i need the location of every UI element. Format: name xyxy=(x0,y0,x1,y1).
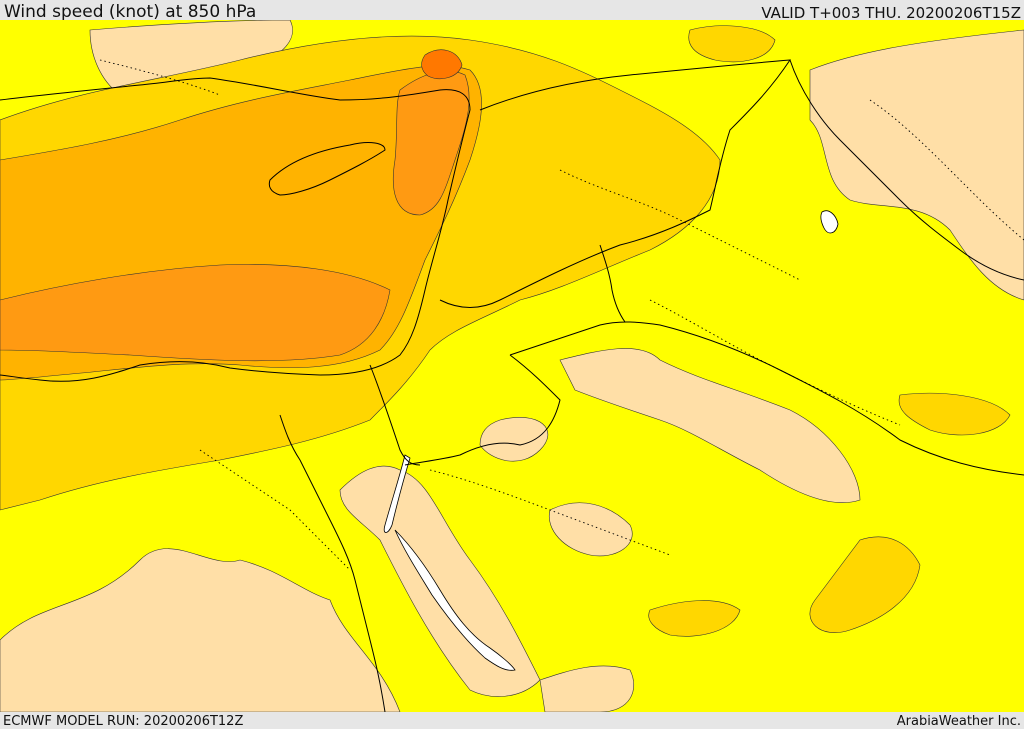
extreme-wind-core xyxy=(421,49,463,79)
border-iraq-iran xyxy=(789,59,1024,281)
moderate-area-south xyxy=(648,600,741,637)
very-strong-area-levant-coast xyxy=(392,70,470,216)
moderate-area-gulf xyxy=(898,392,1011,436)
very-strong-area-sea xyxy=(0,264,391,362)
weak-area-arabia-center xyxy=(548,502,633,557)
border-jordan-saudi xyxy=(509,321,1024,476)
weak-area-south xyxy=(539,665,635,712)
red-sea xyxy=(394,529,516,671)
border-syria-lebanon xyxy=(599,244,626,323)
weak-area-jordan xyxy=(559,348,861,503)
border-sinai xyxy=(369,364,421,466)
border-syria-iraq xyxy=(439,59,791,308)
moderate-area-northeast xyxy=(688,25,776,63)
border-jordan-west xyxy=(404,354,561,466)
valid-time: VALID T+003 THU. 20200206T15Z xyxy=(761,4,1021,22)
egypt-north-coast xyxy=(0,361,321,382)
map-title: Wind speed (knot) at 850 hPa xyxy=(4,2,257,22)
weak-wind-areas xyxy=(0,20,1024,712)
moderate-area-east xyxy=(809,536,921,633)
dotted-boundary-3 xyxy=(429,469,671,556)
very-strong-wind-areas xyxy=(0,70,470,362)
nile-delta-coast xyxy=(279,414,386,712)
model-run-label: ECMWF MODEL RUN: 20200206T12Z xyxy=(3,714,244,729)
weak-area-iraq xyxy=(809,29,1024,301)
water-bodies xyxy=(383,210,839,671)
dotted-boundary-6 xyxy=(99,59,221,96)
weak-area-north-syria xyxy=(479,417,549,462)
wind-speed-map xyxy=(0,20,1024,712)
caspian-lake xyxy=(820,210,839,234)
dotted-boundary-5 xyxy=(869,99,1024,241)
dotted-boundary-4 xyxy=(199,449,351,571)
dotted-boundary-2 xyxy=(649,299,901,426)
weak-area-southwest xyxy=(0,548,401,712)
cyprus-outline xyxy=(268,142,386,196)
coastlines-and-borders xyxy=(0,59,1024,712)
internal-boundaries xyxy=(99,59,1024,571)
mediterranean-coast-north xyxy=(0,77,471,111)
credit-label: ArabiaWeather Inc. xyxy=(896,714,1021,729)
red-sea-gulf-aqaba xyxy=(383,454,411,533)
levant-coastline xyxy=(319,109,471,376)
